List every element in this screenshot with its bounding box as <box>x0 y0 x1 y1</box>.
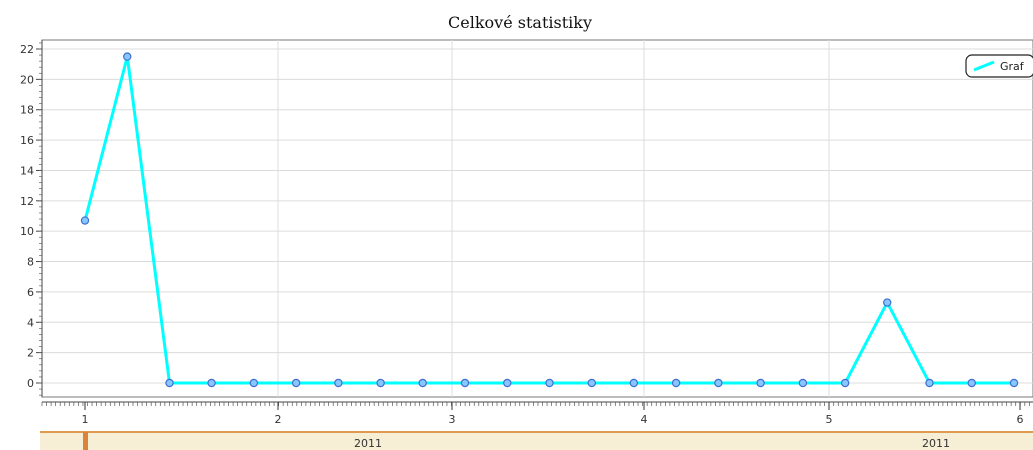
y-tick-label: 2 <box>27 347 34 360</box>
y-tick-label: 12 <box>20 195 34 208</box>
year-marker <box>83 432 88 450</box>
data-point <box>798 378 808 388</box>
y-tick-label: 14 <box>20 164 34 177</box>
x-tick-label: 2 <box>275 413 282 426</box>
chart-title: Celkové statistiky <box>448 13 592 32</box>
data-point <box>334 378 343 388</box>
data-point <box>756 378 765 388</box>
y-tick-label: 16 <box>20 134 34 147</box>
data-point <box>503 378 512 388</box>
data-point <box>207 378 216 388</box>
x-tick-label: 4 <box>641 413 648 426</box>
data-point <box>545 378 554 388</box>
data-point <box>123 52 132 61</box>
x-tick-label: 3 <box>449 413 456 426</box>
data-point <box>967 378 976 388</box>
data-point <box>714 378 723 388</box>
y-tick-label: 22 <box>20 43 34 56</box>
data-point <box>249 378 259 388</box>
data-point <box>671 378 681 388</box>
data-point <box>883 298 892 307</box>
data-point <box>165 378 174 388</box>
data-point <box>460 378 470 388</box>
data-point <box>840 378 850 388</box>
x-tick-label: 5 <box>826 413 833 426</box>
data-point <box>1009 378 1019 388</box>
data-point <box>291 378 301 388</box>
year-label: 2011 <box>922 437 950 450</box>
plot-area <box>41 39 1033 398</box>
data-point <box>80 216 90 225</box>
y-tick-label: 18 <box>20 104 34 117</box>
legend-label: Graf <box>1000 60 1025 73</box>
data-point <box>629 378 639 388</box>
data-point <box>587 378 596 388</box>
x-tick-label: 1 <box>82 413 89 426</box>
y-tick-label: 8 <box>27 256 34 269</box>
y-tick-label: 0 <box>27 377 34 390</box>
y-tick-label: 6 <box>27 286 34 299</box>
y-tick-label: 10 <box>20 225 34 238</box>
data-point <box>418 378 427 388</box>
data-point <box>925 378 934 388</box>
legend-swatch <box>973 60 995 72</box>
year-label: 2011 <box>354 437 382 450</box>
data-point <box>376 378 385 388</box>
y-tick-label: 4 <box>27 316 34 329</box>
legend-box <box>965 54 1033 78</box>
year-band <box>40 432 1033 450</box>
y-tick-label: 20 <box>20 73 34 86</box>
x-tick-label: 6 <box>1017 413 1024 426</box>
